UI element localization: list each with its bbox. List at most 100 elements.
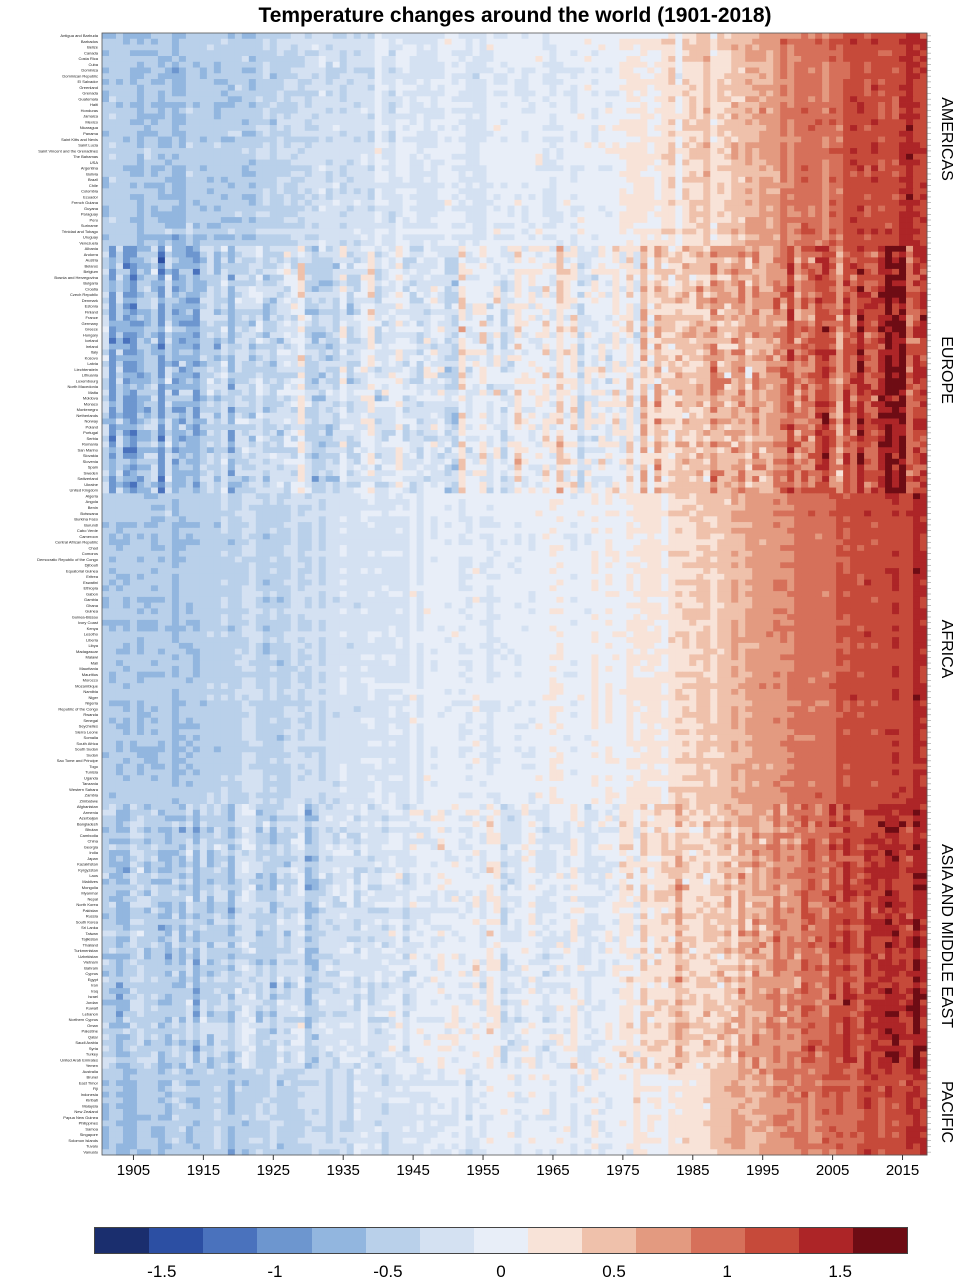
heatmap-cell xyxy=(696,182,704,189)
heatmap-cell xyxy=(703,251,711,258)
heatmap-cell xyxy=(423,96,431,103)
heatmap-cell xyxy=(675,136,683,143)
heatmap-cell xyxy=(430,136,438,143)
heatmap-cell xyxy=(591,165,599,172)
heatmap-cell xyxy=(640,176,648,183)
heatmap-cell xyxy=(143,113,152,120)
heatmap-cell xyxy=(871,130,879,137)
heatmap-cell xyxy=(717,251,725,258)
heatmap-cell xyxy=(794,188,802,195)
heatmap-cell xyxy=(668,50,676,57)
heatmap-cell xyxy=(731,61,739,68)
heatmap-cell xyxy=(780,33,788,40)
heatmap-cell xyxy=(850,222,858,230)
heatmap-cell xyxy=(374,142,383,149)
heatmap-cell xyxy=(738,234,746,241)
heatmap-cell xyxy=(535,188,543,195)
heatmap-cell xyxy=(857,217,865,224)
heatmap-cell xyxy=(871,67,879,74)
heatmap-cell xyxy=(164,56,173,63)
heatmap-cell xyxy=(157,251,166,258)
heatmap-cell xyxy=(703,56,711,63)
heatmap-cell xyxy=(822,107,830,114)
heatmap-cell xyxy=(297,61,306,68)
heatmap-cell xyxy=(661,199,669,207)
heatmap-cell xyxy=(528,211,536,218)
heatmap-cell xyxy=(367,38,376,45)
heatmap-cell xyxy=(102,274,110,281)
heatmap-cell xyxy=(339,119,348,126)
heatmap-cell xyxy=(332,222,341,230)
heatmap-cell xyxy=(626,50,634,57)
heatmap-cell xyxy=(367,165,376,172)
heatmap-cell xyxy=(255,176,264,183)
heatmap-cell xyxy=(920,234,928,241)
heatmap-cell xyxy=(290,176,299,183)
heatmap-cell xyxy=(871,79,879,86)
heatmap-cell xyxy=(318,125,327,132)
heatmap-cell xyxy=(304,84,313,91)
heatmap-cell xyxy=(311,153,320,160)
heatmap-cell xyxy=(206,84,215,91)
heatmap-cell xyxy=(703,50,711,57)
heatmap-cell xyxy=(528,234,536,241)
heatmap-cell xyxy=(913,33,921,40)
heatmap-cell xyxy=(584,263,592,270)
heatmap-cell xyxy=(297,234,306,241)
heatmap-cell xyxy=(549,153,557,160)
heatmap-cell xyxy=(102,263,110,270)
heatmap-cell xyxy=(766,73,774,80)
heatmap-cell xyxy=(563,228,571,235)
heatmap-cell xyxy=(486,136,494,143)
heatmap-cell xyxy=(605,38,613,45)
heatmap-cell xyxy=(318,33,327,40)
heatmap-cell xyxy=(619,205,627,212)
heatmap-cell xyxy=(465,38,473,45)
heatmap-cell xyxy=(108,245,117,253)
heatmap-cell xyxy=(129,251,138,258)
heatmap-cell xyxy=(213,199,222,207)
heatmap-cell xyxy=(801,84,809,91)
heatmap-cell xyxy=(178,205,187,212)
heatmap-cell xyxy=(472,205,480,212)
heatmap-cell xyxy=(269,136,278,143)
heatmap-cell xyxy=(633,84,641,91)
heatmap-cell xyxy=(549,240,557,247)
heatmap-cell xyxy=(122,234,131,241)
heatmap-cell xyxy=(283,38,292,45)
heatmap-cell xyxy=(521,165,529,172)
heatmap-cell xyxy=(689,148,697,155)
heatmap-cell xyxy=(143,119,152,126)
heatmap-cell xyxy=(738,33,746,40)
heatmap-cell xyxy=(759,90,767,97)
heatmap-cell xyxy=(549,90,557,97)
heatmap-cell xyxy=(339,113,348,120)
heatmap-cell xyxy=(437,165,445,172)
heatmap-cell xyxy=(563,107,571,114)
heatmap-cell xyxy=(703,79,711,86)
heatmap-cell xyxy=(388,102,397,109)
heatmap-cell xyxy=(353,84,362,91)
heatmap-cell xyxy=(416,102,425,109)
heatmap-cell xyxy=(353,67,362,74)
heatmap-cell xyxy=(689,130,697,137)
heatmap-cell xyxy=(381,159,390,166)
heatmap-cell xyxy=(437,67,445,74)
heatmap-cell xyxy=(822,194,830,201)
heatmap-cell xyxy=(668,56,676,63)
heatmap-cell xyxy=(766,211,774,218)
heatmap-cell xyxy=(262,73,271,80)
heatmap-cell xyxy=(465,113,473,120)
heatmap-cell xyxy=(773,136,781,143)
heatmap-cell xyxy=(689,165,697,172)
heatmap-cell xyxy=(801,119,809,126)
heatmap-cell xyxy=(206,234,215,241)
heatmap-cell xyxy=(115,228,124,235)
heatmap-cell xyxy=(675,153,683,160)
heatmap-cell xyxy=(234,125,243,132)
heatmap-cell xyxy=(731,165,739,172)
heatmap-cell xyxy=(794,153,802,160)
heatmap-cell xyxy=(563,153,571,160)
heatmap-cell xyxy=(206,79,215,86)
heatmap-cell xyxy=(640,148,648,155)
